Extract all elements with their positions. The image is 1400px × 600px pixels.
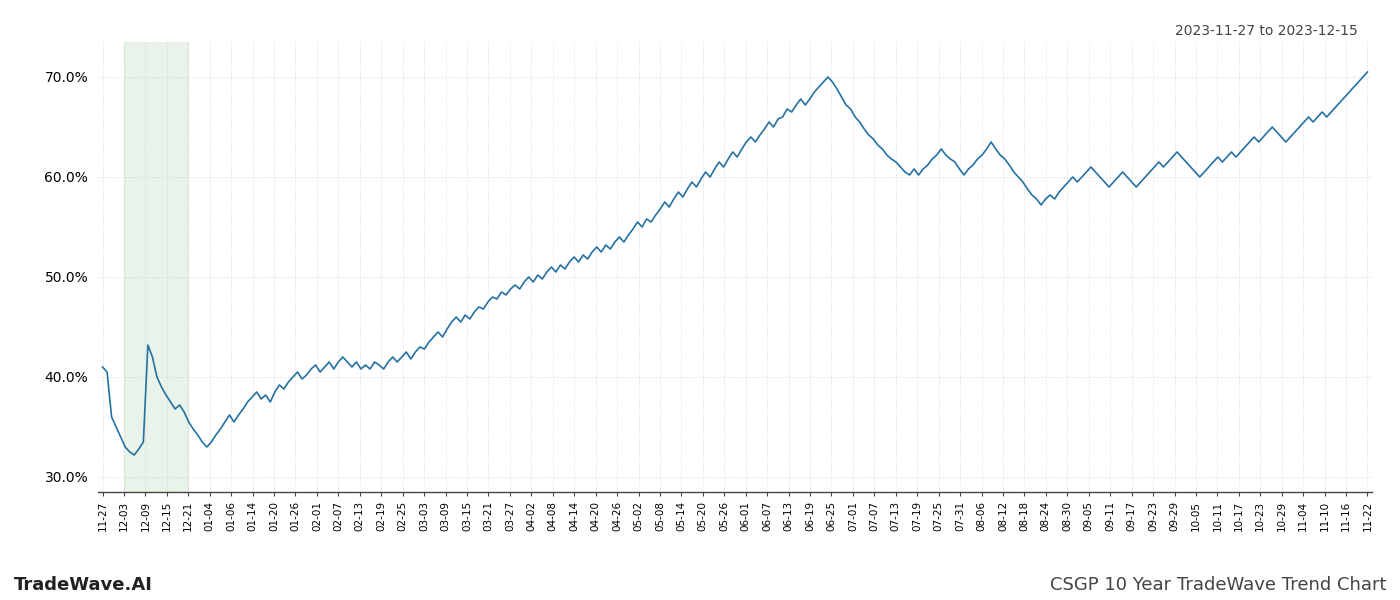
Text: TradeWave.AI: TradeWave.AI — [14, 576, 153, 594]
Text: CSGP 10 Year TradeWave Trend Chart: CSGP 10 Year TradeWave Trend Chart — [1050, 576, 1386, 594]
Text: 2023-11-27 to 2023-12-15: 2023-11-27 to 2023-12-15 — [1175, 24, 1358, 38]
Bar — [125, 42, 188, 492]
